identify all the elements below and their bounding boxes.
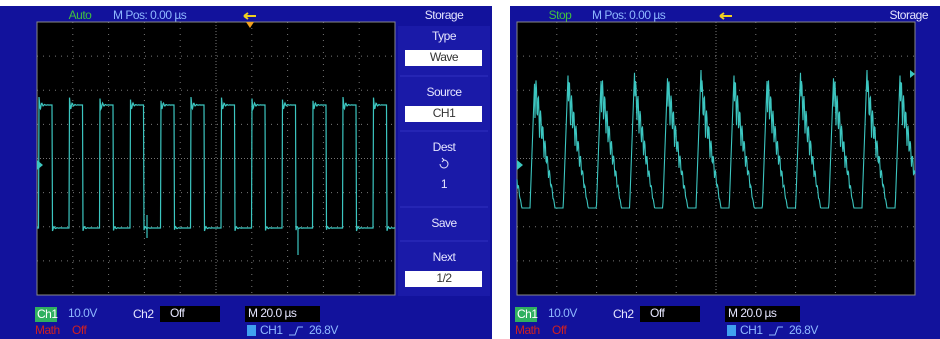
menu-value: Wave bbox=[430, 50, 459, 64]
timebase: M 20.0 µs bbox=[248, 306, 297, 320]
screenshot: Auto M Pos: 0.00 µs Storage Stop M Pos: 0.00… bbox=[0, 0, 940, 339]
ch1-label: Ch1 bbox=[37, 307, 58, 321]
trigger-level: 26.8V bbox=[309, 323, 338, 337]
menu-label: Next bbox=[433, 250, 457, 264]
menu-label: Save bbox=[431, 216, 457, 230]
trigger-source: CH1 bbox=[740, 323, 763, 337]
menu-value: 1 bbox=[441, 177, 448, 191]
menu-label: Dest bbox=[433, 140, 457, 154]
trigger-source: CH1 bbox=[260, 323, 283, 337]
position: M Pos: 0.00 µs bbox=[113, 8, 187, 22]
menu-value: 1/2 bbox=[436, 271, 452, 285]
ch1-scale: 10.0V bbox=[548, 306, 577, 320]
menu-title: Storage bbox=[889, 8, 928, 22]
menu-value: CH1 bbox=[433, 106, 456, 120]
trigger-level: 26.8V bbox=[789, 323, 818, 337]
position: M Pos: 0.00 µs bbox=[592, 8, 666, 22]
ch2-state: Off bbox=[170, 306, 185, 320]
ch2-state: Off bbox=[650, 306, 665, 320]
left-screen bbox=[37, 22, 395, 295]
math-state: Off bbox=[552, 323, 567, 337]
menu-title: Storage bbox=[425, 8, 464, 22]
math-label: Math bbox=[515, 323, 540, 337]
ch2-box bbox=[640, 306, 700, 322]
menu-label: Type bbox=[432, 29, 457, 43]
math-state: Off bbox=[72, 323, 87, 337]
ch2-label: Ch2 bbox=[133, 307, 154, 321]
trigger-icon bbox=[727, 325, 736, 336]
ch1-scale: 10.0V bbox=[68, 306, 97, 320]
run-mode: Auto bbox=[69, 8, 93, 22]
run-mode: Stop bbox=[549, 8, 573, 22]
menu-label: Source bbox=[426, 85, 462, 99]
timebase: M 20.0 µs bbox=[728, 306, 777, 320]
math-label: Math bbox=[35, 323, 60, 337]
trigger-icon bbox=[247, 325, 256, 336]
ch2-box bbox=[160, 306, 220, 322]
ch1-label: Ch1 bbox=[517, 307, 538, 321]
ch2-label: Ch2 bbox=[613, 307, 634, 321]
